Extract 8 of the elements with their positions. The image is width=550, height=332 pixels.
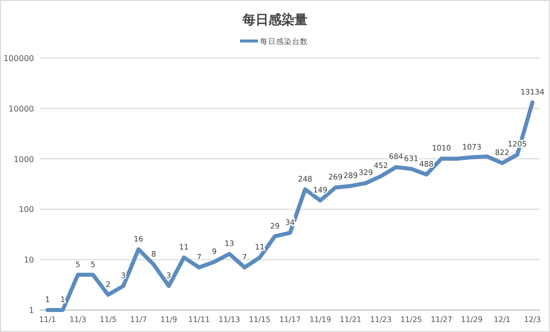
y-tick-label: 1000	[14, 154, 34, 164]
y-tick-label: 10	[24, 256, 34, 265]
y-tick-label: 100000	[3, 54, 34, 63]
y-tick-label: 1	[28, 306, 34, 315]
y-tick-label: 100	[18, 205, 34, 214]
line-series	[46, 100, 534, 312]
chart-title: 每日感染量	[242, 12, 308, 28]
y-tick-label: 10000	[8, 104, 34, 114]
